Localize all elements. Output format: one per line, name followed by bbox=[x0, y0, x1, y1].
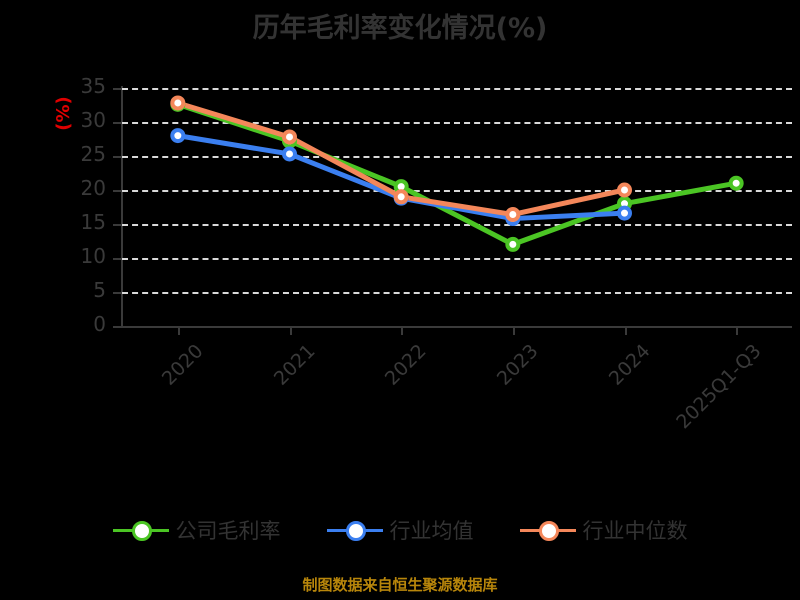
data-point-marker[interactable] bbox=[617, 182, 632, 198]
data-point-marker[interactable] bbox=[393, 189, 409, 205]
x-tick-mark bbox=[512, 326, 515, 335]
legend-dot-icon bbox=[131, 521, 152, 541]
gridline bbox=[122, 258, 792, 260]
data-point-marker[interactable] bbox=[505, 206, 521, 222]
source-note: 制图数据来自恒生聚源数据库 bbox=[302, 576, 498, 594]
gridline bbox=[122, 122, 792, 124]
gridline bbox=[122, 224, 792, 226]
legend-item[interactable]: 行业中位数 bbox=[519, 515, 688, 545]
data-point-marker[interactable] bbox=[170, 128, 186, 144]
legend-dot-icon bbox=[538, 521, 559, 541]
legend-label: 行业中位数 bbox=[582, 519, 688, 543]
x-tick-mark bbox=[401, 326, 404, 335]
y-tick-mark bbox=[113, 326, 121, 328]
y-tick-label: 35 bbox=[80, 74, 106, 98]
chart-legend: 公司毛利率 行业均值 行业中位数 bbox=[0, 515, 800, 545]
legend-item[interactable]: 公司毛利率 bbox=[112, 515, 281, 545]
y-tick-mark bbox=[113, 190, 121, 192]
y-tick-mark bbox=[113, 224, 121, 226]
y-tick-mark bbox=[113, 122, 121, 124]
y-axis-line bbox=[121, 86, 123, 328]
x-tick-mark bbox=[289, 326, 292, 335]
y-tick-label: 20 bbox=[80, 176, 106, 200]
y-tick-label: 30 bbox=[80, 108, 106, 132]
data-point-marker[interactable] bbox=[282, 129, 297, 145]
legend-marker-icon bbox=[326, 517, 383, 543]
y-tick-label: 5 bbox=[93, 278, 106, 302]
y-tick-mark bbox=[113, 88, 121, 90]
y-tick-label: 10 bbox=[80, 244, 106, 268]
data-point-marker[interactable] bbox=[170, 95, 186, 111]
x-tick-mark bbox=[177, 326, 180, 335]
legend-marker-icon bbox=[519, 517, 576, 543]
data-point-marker[interactable] bbox=[728, 175, 744, 191]
x-axis-line bbox=[121, 326, 792, 328]
data-point-marker[interactable] bbox=[282, 146, 297, 162]
data-point-marker[interactable] bbox=[617, 205, 632, 221]
y-tick-mark bbox=[113, 292, 121, 294]
series-line bbox=[175, 101, 739, 247]
gridline bbox=[122, 190, 792, 192]
x-tick-mark bbox=[624, 326, 627, 335]
y-tick-label: 0 bbox=[93, 312, 106, 336]
legend-label: 公司毛利率 bbox=[175, 519, 281, 543]
data-point-marker[interactable] bbox=[505, 236, 521, 252]
legend-label: 行业均值 bbox=[389, 519, 474, 543]
legend-marker-icon bbox=[112, 517, 169, 543]
y-tick-mark bbox=[113, 258, 121, 260]
y-tick-mark bbox=[113, 156, 121, 158]
y-tick-label: 25 bbox=[80, 142, 106, 166]
legend-dot-icon bbox=[345, 521, 366, 541]
chart-title: 历年毛利率变化情况(%) bbox=[252, 13, 548, 44]
gridline bbox=[122, 156, 792, 158]
gridline bbox=[122, 88, 792, 90]
y-tick-label: 15 bbox=[80, 210, 106, 234]
legend-item[interactable]: 行业均值 bbox=[326, 515, 474, 545]
gridline bbox=[122, 292, 792, 294]
x-tick-mark bbox=[736, 326, 739, 335]
